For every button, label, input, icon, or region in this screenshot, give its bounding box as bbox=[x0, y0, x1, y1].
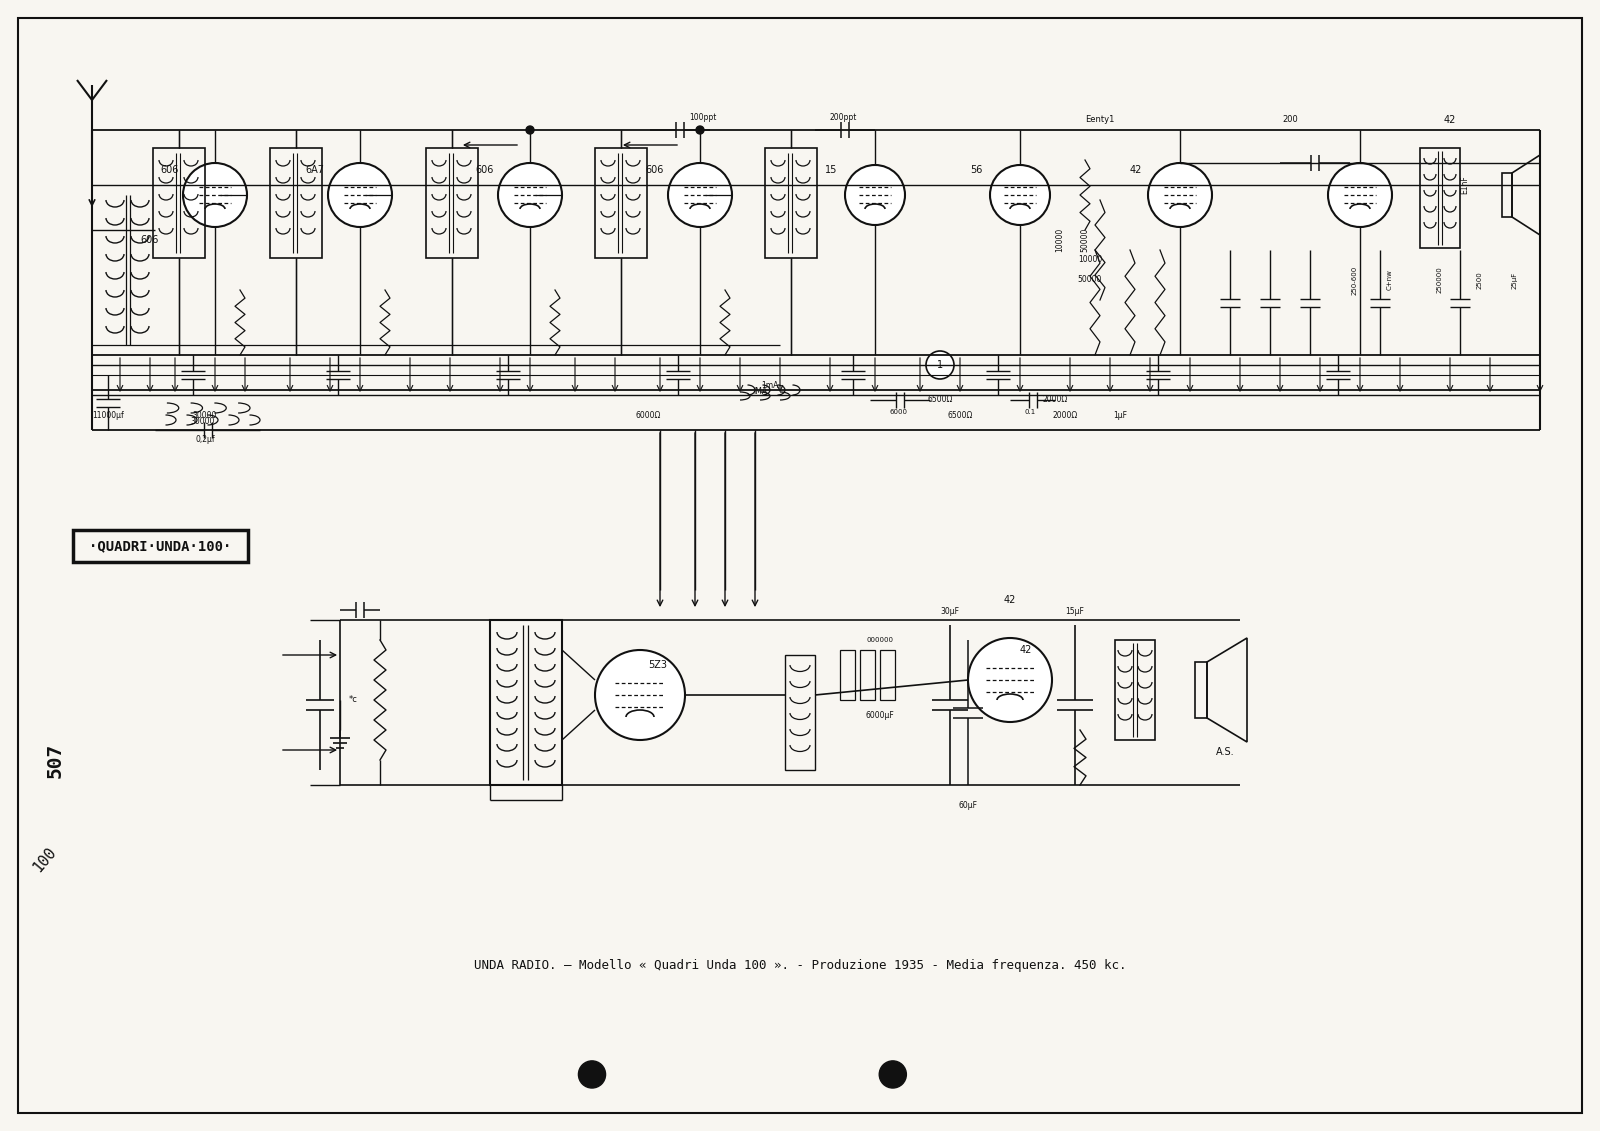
Text: 10000: 10000 bbox=[1078, 256, 1102, 265]
Text: 56: 56 bbox=[970, 165, 982, 175]
Text: 507: 507 bbox=[45, 742, 64, 778]
Text: 11000μf: 11000μf bbox=[93, 411, 123, 420]
Circle shape bbox=[328, 163, 392, 227]
Text: 000000: 000000 bbox=[867, 637, 893, 644]
Text: 0,2μf: 0,2μf bbox=[195, 435, 214, 444]
Circle shape bbox=[595, 650, 685, 740]
Text: 200: 200 bbox=[1282, 115, 1298, 124]
Bar bbox=[270, 148, 322, 258]
Bar bbox=[154, 148, 205, 258]
Text: UNDA RADIO. — Modello « Quadri Unda 100 ». - Produzione 1935 - Media frequenza. : UNDA RADIO. — Modello « Quadri Unda 100 … bbox=[474, 958, 1126, 972]
Text: 6A7: 6A7 bbox=[306, 165, 323, 175]
Text: 100ppt: 100ppt bbox=[690, 113, 717, 122]
Text: 6000μF: 6000μF bbox=[866, 710, 894, 719]
Bar bbox=[1502, 173, 1512, 217]
Text: 100: 100 bbox=[30, 845, 59, 875]
Text: 1mA: 1mA bbox=[762, 380, 779, 389]
Text: 10000: 10000 bbox=[1056, 227, 1064, 252]
Text: 1μF: 1μF bbox=[1114, 411, 1126, 420]
Circle shape bbox=[926, 351, 954, 379]
Bar bbox=[765, 148, 818, 258]
Circle shape bbox=[669, 163, 733, 227]
Text: 606: 606 bbox=[141, 235, 158, 245]
Text: 30μF: 30μF bbox=[941, 607, 960, 616]
Bar bbox=[426, 148, 478, 258]
Text: 2000Ω: 2000Ω bbox=[1042, 396, 1067, 405]
Text: 200ppt: 200ppt bbox=[829, 113, 856, 122]
Bar bbox=[880, 650, 894, 700]
Text: C+nw: C+nw bbox=[1387, 269, 1394, 291]
Text: 50000: 50000 bbox=[1078, 276, 1102, 285]
Circle shape bbox=[1149, 163, 1213, 227]
Text: 606: 606 bbox=[645, 165, 664, 175]
Text: 42: 42 bbox=[1443, 115, 1456, 126]
Bar bbox=[1195, 662, 1206, 718]
Text: 250-600: 250-600 bbox=[1352, 266, 1358, 294]
Circle shape bbox=[526, 126, 534, 133]
Circle shape bbox=[1328, 163, 1392, 227]
Circle shape bbox=[182, 163, 246, 227]
Text: 30000: 30000 bbox=[194, 411, 218, 420]
Text: 15: 15 bbox=[826, 165, 837, 175]
Text: 606: 606 bbox=[160, 165, 178, 175]
Text: 50000: 50000 bbox=[1080, 227, 1090, 252]
Text: 42: 42 bbox=[1021, 645, 1032, 655]
Text: IMA: IMA bbox=[754, 388, 766, 397]
Bar bbox=[861, 650, 875, 700]
Text: 6000: 6000 bbox=[890, 409, 907, 415]
Text: 60μF: 60μF bbox=[958, 801, 978, 810]
Text: 6500Ω: 6500Ω bbox=[928, 396, 952, 405]
Bar bbox=[74, 530, 248, 562]
Circle shape bbox=[579, 1061, 605, 1088]
Circle shape bbox=[968, 638, 1053, 722]
Circle shape bbox=[880, 1061, 906, 1088]
Text: 42: 42 bbox=[1130, 165, 1142, 175]
Text: 5Z3: 5Z3 bbox=[648, 661, 667, 670]
Bar bbox=[1115, 640, 1155, 740]
Text: 30000: 30000 bbox=[190, 416, 214, 425]
Text: 6500Ω: 6500Ω bbox=[947, 411, 973, 420]
Text: 2000Ω: 2000Ω bbox=[1053, 411, 1078, 420]
Circle shape bbox=[990, 165, 1050, 225]
Text: *c: *c bbox=[349, 696, 358, 705]
Bar bbox=[1421, 148, 1459, 248]
Text: ·QUADRI·UNDA·100·: ·QUADRI·UNDA·100· bbox=[90, 539, 232, 553]
Bar bbox=[840, 650, 854, 700]
Circle shape bbox=[498, 163, 562, 227]
Text: A.S.: A.S. bbox=[1216, 746, 1234, 757]
Circle shape bbox=[845, 165, 906, 225]
Text: 606: 606 bbox=[475, 165, 493, 175]
Bar bbox=[490, 620, 562, 785]
Text: 1: 1 bbox=[938, 360, 942, 370]
Text: 6000Ω: 6000Ω bbox=[635, 411, 661, 420]
Bar bbox=[786, 655, 814, 770]
Text: 250000: 250000 bbox=[1437, 267, 1443, 293]
Text: Eenty1: Eenty1 bbox=[1085, 115, 1115, 124]
Text: E1nF: E1nF bbox=[1461, 175, 1469, 195]
Bar bbox=[595, 148, 646, 258]
Text: 15μF: 15μF bbox=[1066, 607, 1085, 616]
Text: 2500: 2500 bbox=[1477, 271, 1483, 288]
Text: 0.1: 0.1 bbox=[1024, 409, 1035, 415]
Text: 42: 42 bbox=[1003, 595, 1016, 605]
Text: 25μF: 25μF bbox=[1512, 271, 1518, 288]
Circle shape bbox=[696, 126, 704, 133]
